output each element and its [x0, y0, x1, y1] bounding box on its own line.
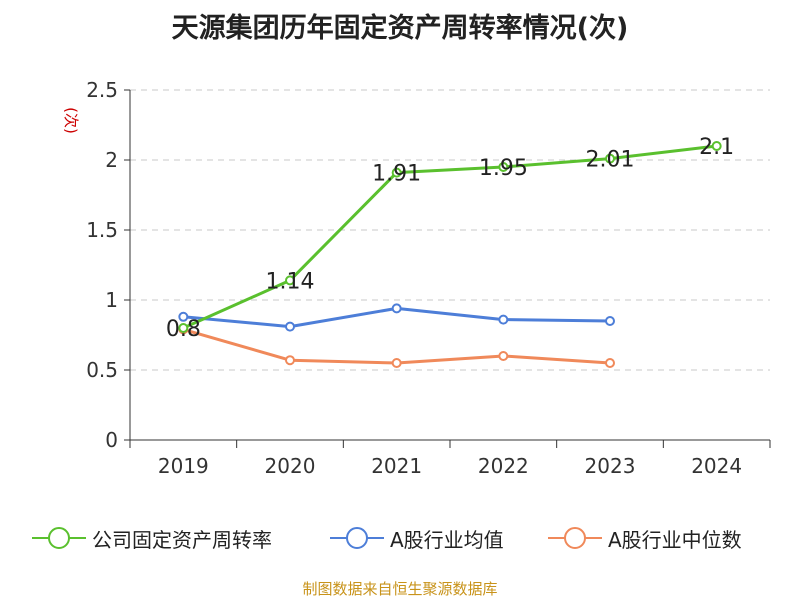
y-tick-label: 0	[105, 428, 118, 452]
data-point	[285, 275, 295, 286]
data-point	[391, 167, 402, 178]
x-tick-label: 2023	[585, 454, 636, 478]
data-point	[605, 358, 615, 368]
series-line	[182, 327, 611, 365]
data-label: 1.14	[266, 269, 315, 294]
data-point	[498, 314, 509, 325]
x-tick-label: 2024	[691, 454, 742, 478]
x-tick-label: 2022	[478, 454, 529, 478]
x-tick-label: 2020	[265, 454, 316, 478]
data-point	[391, 358, 402, 368]
series-line	[182, 144, 717, 330]
y-tick-label: 1	[105, 288, 118, 312]
legend-marker-icon	[32, 527, 86, 549]
y-tick-label: 1.5	[86, 218, 118, 242]
legend-label: 公司固定资产周转率	[92, 527, 272, 552]
data-point	[605, 316, 615, 326]
data-point	[711, 141, 722, 151]
y-tick-label: 0.5	[86, 358, 118, 382]
y-tick-label: 2	[105, 148, 118, 172]
y-tick-label: 2.5	[86, 78, 118, 102]
legend-marker-icon	[548, 527, 602, 549]
data-point	[498, 351, 509, 361]
chart-title: 天源集团历年固定资产周转率情况(次)	[171, 13, 629, 44]
data-label: 2.01	[586, 148, 635, 173]
x-tick-label: 2019	[158, 454, 209, 478]
source-note: 制图数据来自恒生聚源数据库	[302, 580, 498, 598]
data-label: 2.1	[699, 135, 734, 160]
data-point	[498, 162, 509, 172]
data-point	[178, 311, 189, 322]
data-point	[178, 323, 189, 333]
legend-label: A股行业均值	[390, 527, 504, 552]
legend-label: A股行业中位数	[608, 527, 742, 552]
data-point	[285, 321, 295, 332]
legend-item[interactable]: 公司固定资产周转率	[32, 520, 272, 556]
legend-marker-icon	[330, 527, 384, 549]
data-point	[605, 153, 615, 164]
legend: 公司固定资产周转率 A股行业均值 A股行业中位数	[0, 520, 800, 556]
data-point	[285, 355, 295, 366]
x-tick-label: 2021	[371, 454, 422, 478]
data-label: 1.91	[372, 162, 421, 187]
legend-item[interactable]: A股行业中位数	[548, 520, 742, 556]
data-label: 0.8	[166, 317, 201, 342]
data-point	[391, 303, 402, 314]
legend-item[interactable]: A股行业均值	[330, 520, 504, 556]
data-label: 1.95	[479, 156, 528, 181]
